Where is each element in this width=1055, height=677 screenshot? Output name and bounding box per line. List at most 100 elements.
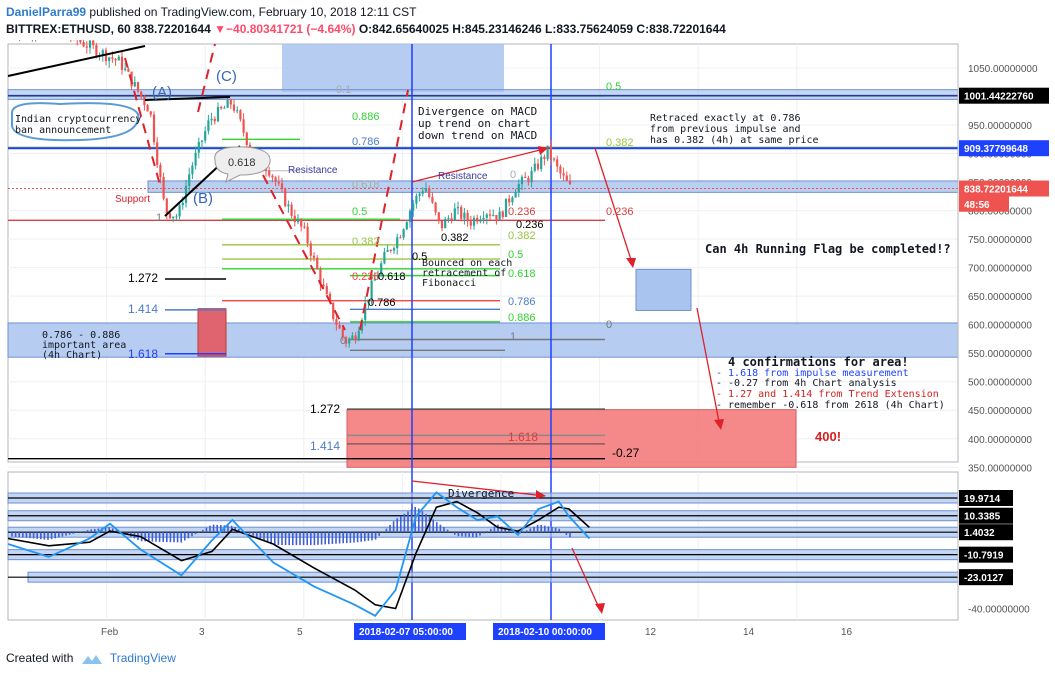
candle-body: [220, 106, 223, 109]
candle-body: [338, 324, 341, 329]
price-badge: [959, 195, 1009, 212]
candle-body: [386, 249, 389, 252]
price-badge-label: 1001.44222760: [964, 92, 1034, 103]
price-badge: [959, 140, 1049, 157]
extension-label: 1.618: [508, 430, 538, 444]
candle-body: [351, 335, 354, 339]
time-marker-label: 2018-02-10 00:00:00: [498, 627, 592, 638]
candle-body: [124, 68, 127, 70]
fib-level-label: 0.236: [606, 206, 634, 218]
candle-body: [367, 299, 370, 303]
fib-level-label: 0.618: [378, 271, 406, 283]
last-price: 838.72201644: [134, 22, 211, 36]
footer: Created with TradingView: [6, 651, 176, 665]
candle-body: [120, 56, 124, 70]
fib-level-label: 1: [510, 331, 516, 343]
candle-body: [392, 248, 396, 251]
fib-level-label: 0.886: [508, 312, 536, 324]
candle-body: [444, 218, 447, 229]
author-name[interactable]: DanielParra99: [6, 5, 87, 19]
arrow-head: [714, 419, 724, 430]
price-badge: [959, 87, 1049, 104]
change-arrow: ▼: [214, 22, 227, 36]
support-label: Support: [115, 194, 150, 205]
candle-body: [236, 110, 239, 112]
macd-level-badge: [959, 490, 1013, 506]
price-tick-label: 700.00000000: [968, 264, 1032, 275]
candle-body: [191, 165, 194, 175]
candle-body: [552, 158, 556, 160]
extension-label: 1.618: [128, 347, 158, 361]
candle-body: [287, 204, 290, 207]
low-value: L:833.75624059: [545, 22, 634, 36]
candle-body: [274, 177, 277, 182]
fib-level-label: 0.786: [352, 136, 380, 148]
candle-body: [242, 119, 245, 133]
macd-level-label: -10.7919: [964, 551, 1004, 562]
candle-body: [450, 218, 453, 221]
fib-level-label: 0.236: [508, 206, 536, 218]
macd-level-label: 19.9714: [964, 494, 1001, 505]
candle-body: [104, 50, 108, 62]
price-tick-label: 750.00000000: [968, 235, 1032, 246]
macd-level-badge: [959, 507, 1013, 524]
candle-body: [428, 188, 431, 197]
candle-body: [316, 257, 319, 270]
candles: [19, 40, 572, 348]
time-marker-badge: [493, 623, 605, 640]
candle-body: [111, 57, 114, 59]
candle-body: [268, 170, 271, 176]
time-tick-label: 14: [743, 627, 755, 638]
candle-body: [341, 328, 344, 338]
chart-area[interactable]: Indian cryptocurrency ban announcement (A)…: [0, 40, 1055, 645]
time-tick-label: 5: [297, 627, 303, 638]
candle-body: [88, 40, 92, 48]
candle-body: [466, 212, 469, 222]
candle-body: [517, 184, 520, 193]
wave-label-a: (A): [152, 84, 172, 101]
candle-body: [277, 181, 280, 184]
macd-forecast-arrow: [571, 547, 601, 611]
trendline-top: [7, 45, 146, 77]
confirmations-title: 4 confirmations for area!: [728, 355, 909, 369]
candle-body: [501, 211, 504, 218]
tradingview-logo-icon: [81, 653, 103, 665]
candle-body: [149, 111, 152, 115]
candle-body: [540, 156, 543, 170]
tradingview-brand[interactable]: TradingView: [109, 651, 176, 665]
candle-body: [495, 215, 498, 220]
zone-1001: [7, 89, 959, 100]
wave-dash-c: [197, 43, 216, 113]
flag-target-box: [635, 268, 692, 311]
red-box-left: [197, 308, 227, 357]
macd-level-label: -23.0127: [964, 573, 1004, 584]
fib-level-label: 0.618: [352, 179, 380, 191]
candle-body: [306, 226, 309, 244]
candle-body: [319, 269, 322, 285]
fib-level-label: 0.5: [606, 81, 621, 93]
trendline-a-c: [144, 96, 231, 101]
candle-body: [165, 198, 168, 214]
candle-body: [508, 198, 511, 203]
candle-body: [146, 105, 149, 112]
candle-body: [485, 214, 488, 218]
candle-body: [85, 46, 88, 48]
candle-body: [322, 284, 325, 287]
candle-body: [389, 249, 392, 251]
fib-level-label: 0.236: [352, 271, 380, 283]
fib-level-label: 0.786: [368, 297, 396, 309]
candle-body: [92, 40, 95, 46]
india-annotation: Indian cryptocurrency ban announcement: [15, 114, 141, 136]
candle-body: [415, 195, 418, 204]
fib-level-label: 0.5: [412, 251, 427, 263]
candle-body: [271, 175, 274, 178]
fib-0618-bubble: [214, 146, 271, 183]
macd-level-badge: [959, 524, 1013, 541]
extension-label: 1.272: [128, 271, 158, 285]
macd-divergence-note: Divergence on MACD up trend on chart down …: [418, 105, 537, 142]
candle-body: [562, 173, 565, 176]
candle-body: [226, 99, 229, 108]
candle-body: [357, 330, 360, 341]
candle-body: [280, 183, 284, 190]
candle-body: [511, 197, 514, 203]
